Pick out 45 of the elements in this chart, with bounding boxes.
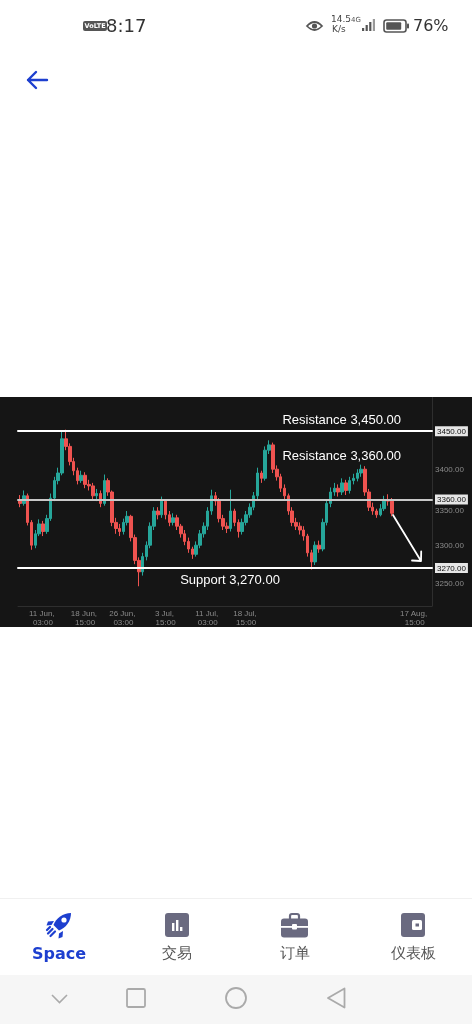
x-tick-label: 18 Jul, 15:00	[233, 609, 259, 627]
candlestick	[83, 471, 87, 489]
candlestick	[313, 540, 317, 566]
x-tick-label: 26 Jun, 03:00	[109, 609, 138, 627]
candlestick	[356, 468, 359, 482]
candlestick	[359, 464, 363, 478]
y-tick-label: 3250.00	[435, 578, 465, 588]
x-tick-label: 3 Jul, 15:00	[154, 609, 177, 627]
candlestick	[156, 506, 160, 520]
y-tick-label: 3450.00	[437, 426, 467, 436]
candlestick	[41, 520, 45, 537]
text: 76%	[413, 16, 449, 35]
x-tick-label: 18 Jun, 15:00	[70, 609, 100, 627]
y-tick-label: 3360.00	[437, 495, 467, 505]
candlestick	[317, 540, 321, 554]
candlestick	[260, 470, 263, 484]
candlestick	[171, 512, 175, 526]
text: Space	[32, 944, 87, 963]
candlestick	[160, 496, 163, 519]
y-tick-label: 3350.00	[435, 506, 465, 516]
y-tick-label: 3300.00	[435, 540, 465, 550]
candlestick	[348, 476, 351, 495]
candlestick	[229, 489, 232, 533]
candlestick	[336, 483, 340, 498]
x-tick-label: 11 Jun, 03:00	[28, 609, 57, 627]
candlestick	[340, 477, 344, 496]
candlestick	[344, 479, 348, 496]
text: 仪表板	[390, 944, 436, 962]
ref-line-label: Support 3,270.00	[180, 572, 280, 587]
text: 8:17	[106, 15, 147, 36]
text: K/s	[332, 24, 346, 34]
y-tick-label: 3400.00	[435, 464, 465, 474]
ref-line-label: Resistance 3,360.00	[282, 447, 401, 463]
candlestick	[103, 474, 106, 507]
candlestick	[79, 470, 83, 484]
x-tick-label: 17 Aug, 15:00	[400, 609, 430, 627]
text: 14.5	[331, 14, 352, 24]
y-tick-label: 3270.00	[437, 563, 467, 573]
candlestick	[390, 497, 394, 517]
candlestick	[95, 488, 98, 502]
x-tick-label: 11 Jul, 03:00	[195, 609, 221, 627]
text: 交易	[162, 944, 192, 962]
ref-line-label: Resistance 3,450.00	[282, 412, 401, 428]
text: 订单	[280, 944, 310, 962]
candlestick	[91, 482, 95, 501]
